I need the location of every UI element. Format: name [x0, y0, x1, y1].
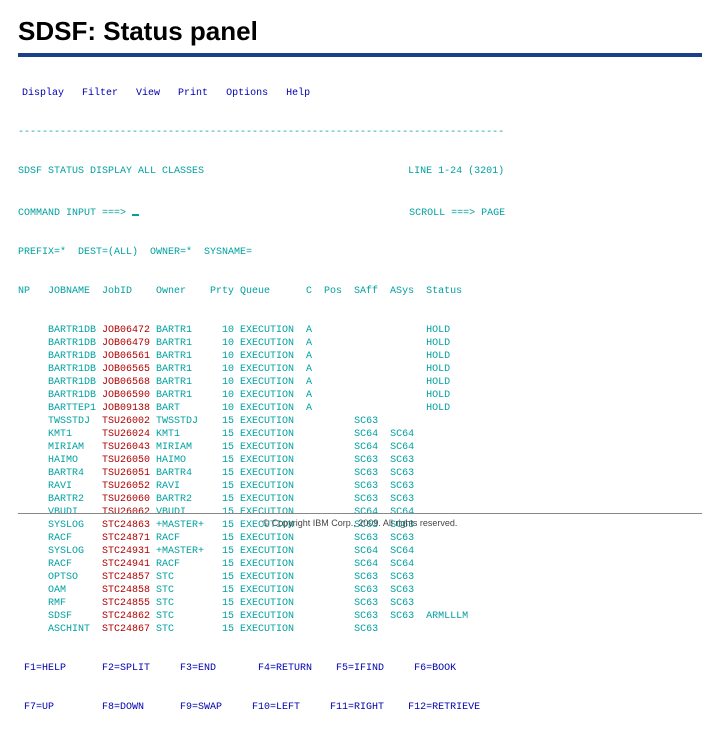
cursor-icon: [132, 204, 139, 216]
table-row[interactable]: BARTR1DB JOB06561 BARTR1 10 EXECUTION A …: [18, 350, 702, 363]
table-row[interactable]: MIRIAM TSU26043 MIRIAM 15 EXECUTION SC64…: [18, 441, 702, 454]
table-row[interactable]: BARTR2 TSU26060 BARTR2 15 EXECUTION SC63…: [18, 493, 702, 506]
status-header-right: LINE 1-24 (3201): [408, 166, 504, 177]
table-row[interactable]: BARTR4 TSU26051 BARTR4 15 EXECUTION SC63…: [18, 467, 702, 480]
header-line-1: SDSF STATUS DISPLAY ALL CLASSES LINE 1-2…: [18, 165, 702, 178]
table-row[interactable]: SDSF STC24862 STC 15 EXECUTION SC63 SC63…: [18, 610, 702, 623]
terminal-screen: Display Filter View Print Options Help ------…: [18, 61, 702, 740]
menu-options[interactable]: Options: [226, 87, 268, 100]
status-header-left: SDSF STATUS DISPLAY ALL CLASSES: [18, 166, 204, 177]
menu-divider: ----------------------------------------…: [18, 126, 702, 139]
table-row[interactable]: OPTSO STC24857 STC 15 EXECUTION SC63 SC6…: [18, 571, 702, 584]
table-row[interactable]: RACF STC24871 RACF 15 EXECUTION SC63 SC6…: [18, 532, 702, 545]
command-line[interactable]: COMMAND INPUT ===> SCROLL ===> PAGE: [18, 204, 702, 220]
menu-print[interactable]: Print: [178, 87, 208, 100]
jobid-cell: TSU26050: [102, 455, 156, 466]
jobid-cell: JOB06565: [102, 364, 156, 375]
table-row[interactable]: RMF STC24855 STC 15 EXECUTION SC63 SC63: [18, 597, 702, 610]
table-row[interactable]: BARTR1DB JOB06479 BARTR1 10 EXECUTION A …: [18, 337, 702, 350]
table-row[interactable]: OAM STC24858 STC 15 EXECUTION SC63 SC63: [18, 584, 702, 597]
jobid-cell: JOB06590: [102, 390, 156, 401]
table-row[interactable]: BARTR1DB JOB06590 BARTR1 10 EXECUTION A …: [18, 389, 702, 402]
table-row[interactable]: ASCHINT STC24867 STC 15 EXECUTION SC63: [18, 623, 702, 636]
jobid-cell: STC24862: [102, 611, 156, 622]
table-row[interactable]: BARTTEP1 JOB09138 BART 10 EXECUTION A HO…: [18, 402, 702, 415]
jobid-cell: STC24867: [102, 624, 156, 635]
table-row[interactable]: RAVI TSU26052 RAVI 15 EXECUTION SC63 SC6…: [18, 480, 702, 493]
table-row[interactable]: KMT1 TSU26024 KMT1 15 EXECUTION SC64 SC6…: [18, 428, 702, 441]
command-label: COMMAND INPUT ===>: [18, 208, 126, 219]
jobid-cell: JOB09138: [102, 403, 156, 414]
jobid-cell: TSU26043: [102, 442, 156, 453]
table-row[interactable]: SYSLOG STC24931 +MASTER+ 15 EXECUTION SC…: [18, 545, 702, 558]
menu-display[interactable]: Display: [22, 87, 64, 100]
table-row[interactable]: HAIMO TSU26050 HAIMO 15 EXECUTION SC63 S…: [18, 454, 702, 467]
table-row[interactable]: RACF STC24941 RACF 15 EXECUTION SC64 SC6…: [18, 558, 702, 571]
jobid-cell: STC24871: [102, 533, 156, 544]
filter-line: PREFIX=* DEST=(ALL) OWNER=* SYSNAME=: [18, 246, 702, 259]
menu-view[interactable]: View: [136, 87, 160, 100]
terminal-menubar[interactable]: Display Filter View Print Options Help: [18, 87, 702, 100]
copyright: © Copyright IBM Corp., 2009. All rights …: [18, 513, 702, 528]
jobid-cell: STC24855: [102, 598, 156, 609]
table-row[interactable]: BARTR1DB JOB06472 BARTR1 10 EXECUTION A …: [18, 324, 702, 337]
scroll-label: SCROLL ===> PAGE: [409, 208, 505, 219]
jobid-cell: JOB06479: [102, 338, 156, 349]
jobid-cell: JOB06561: [102, 351, 156, 362]
jobid-cell: STC24931: [102, 546, 156, 557]
jobid-cell: STC24858: [102, 585, 156, 596]
table-row[interactable]: BARTR1DB JOB06565 BARTR1 10 EXECUTION A …: [18, 363, 702, 376]
accent-bar: [18, 53, 702, 57]
jobid-cell: TSU26024: [102, 429, 156, 440]
jobid-cell: STC24857: [102, 572, 156, 583]
jobid-cell: TSU26060: [102, 494, 156, 505]
jobid-cell: JOB06568: [102, 377, 156, 388]
jobid-cell: JOB06472: [102, 325, 156, 336]
jobid-cell: TSU26052: [102, 481, 156, 492]
column-headers: NP JOBNAME JobID Owner Prty Queue C Pos …: [18, 285, 702, 298]
jobid-cell: TSU26002: [102, 416, 156, 427]
menu-filter[interactable]: Filter: [82, 87, 118, 100]
menu-help[interactable]: Help: [286, 87, 310, 100]
slide-title: SDSF: Status panel: [18, 16, 702, 47]
jobid-cell: TSU26051: [102, 468, 156, 479]
fkeys-line-2: F7=UP F8=DOWN F9=SWAP F10=LEFT F11=RIGHT…: [18, 701, 702, 714]
table-row[interactable]: TWSSTDJ TSU26002 TWSSTDJ 15 EXECUTION SC…: [18, 415, 702, 428]
fkeys-line-1: F1=HELP F2=SPLIT F3=END F4=RETURN F5=IFI…: [18, 662, 702, 675]
jobid-cell: STC24941: [102, 559, 156, 570]
table-row[interactable]: BARTR1DB JOB06568 BARTR1 10 EXECUTION A …: [18, 376, 702, 389]
